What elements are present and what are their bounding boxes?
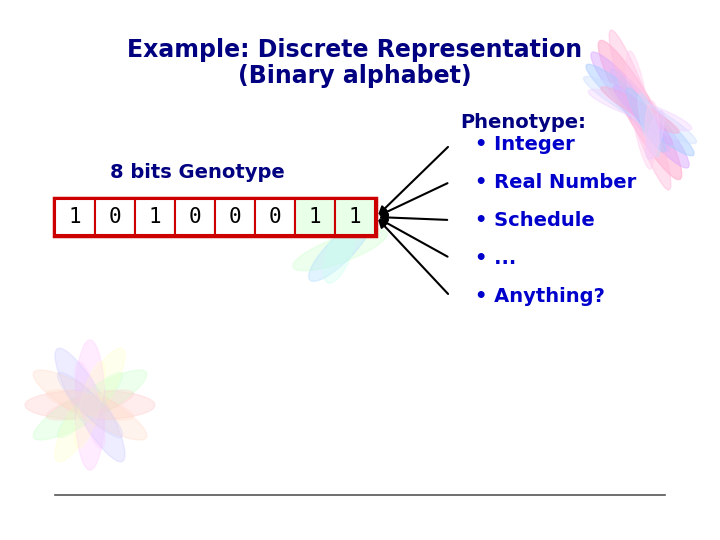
- Ellipse shape: [33, 370, 147, 440]
- Text: • Schedule: • Schedule: [475, 211, 595, 229]
- Bar: [175, 199, 215, 235]
- Ellipse shape: [75, 361, 105, 449]
- Bar: [95, 199, 135, 235]
- Text: (Binary alphabet): (Binary alphabet): [238, 64, 472, 88]
- Bar: [255, 199, 295, 235]
- Text: 0: 0: [269, 207, 282, 227]
- Ellipse shape: [75, 361, 105, 449]
- Text: • ...: • ...: [475, 248, 516, 267]
- Ellipse shape: [626, 51, 654, 169]
- Ellipse shape: [598, 40, 682, 180]
- Ellipse shape: [47, 390, 133, 420]
- Bar: [55, 199, 95, 235]
- Bar: [215, 199, 255, 235]
- Bar: [54, 198, 376, 236]
- Text: • Real Number: • Real Number: [475, 172, 636, 192]
- Ellipse shape: [33, 370, 147, 440]
- Ellipse shape: [586, 64, 694, 156]
- Ellipse shape: [588, 90, 692, 131]
- Ellipse shape: [626, 88, 665, 152]
- Text: Example: Discrete Representation: Example: Discrete Representation: [127, 38, 582, 62]
- Bar: [295, 199, 335, 235]
- Ellipse shape: [58, 373, 122, 437]
- Ellipse shape: [323, 217, 357, 283]
- Text: 1: 1: [348, 207, 361, 227]
- Text: 0: 0: [189, 207, 202, 227]
- Ellipse shape: [25, 390, 155, 420]
- Text: • Anything?: • Anything?: [475, 287, 605, 306]
- Text: 0: 0: [229, 207, 241, 227]
- Text: Phenotype:: Phenotype:: [460, 112, 586, 132]
- Ellipse shape: [309, 219, 372, 281]
- Ellipse shape: [58, 373, 122, 437]
- Text: 0: 0: [109, 207, 121, 227]
- Ellipse shape: [47, 390, 133, 420]
- Bar: [135, 199, 175, 235]
- Ellipse shape: [646, 111, 665, 159]
- Ellipse shape: [601, 87, 679, 133]
- Text: 8 bits Genotype: 8 bits Genotype: [110, 163, 284, 181]
- Text: • Integer: • Integer: [475, 136, 575, 154]
- Ellipse shape: [611, 69, 670, 151]
- Bar: [335, 199, 375, 235]
- Ellipse shape: [583, 76, 696, 144]
- Ellipse shape: [613, 85, 672, 144]
- Ellipse shape: [55, 348, 125, 462]
- Ellipse shape: [609, 30, 671, 190]
- Ellipse shape: [591, 52, 689, 168]
- Ellipse shape: [293, 230, 387, 271]
- Ellipse shape: [638, 93, 660, 157]
- Text: 1: 1: [149, 207, 161, 227]
- Ellipse shape: [75, 340, 105, 470]
- Ellipse shape: [645, 101, 659, 159]
- Text: 1: 1: [68, 207, 81, 227]
- Ellipse shape: [55, 348, 125, 462]
- Text: 1: 1: [309, 207, 321, 227]
